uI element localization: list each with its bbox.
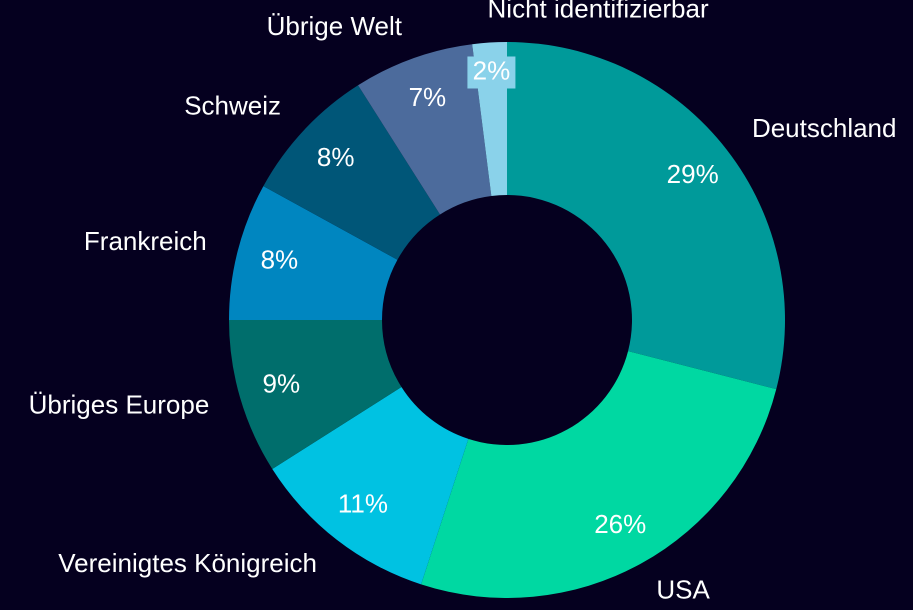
- value-label: 11%: [338, 489, 388, 519]
- category-label: Schweiz: [184, 91, 281, 121]
- category-label: Deutschland: [752, 113, 897, 143]
- value-label: 8%: [317, 142, 355, 172]
- value-label-box: [467, 56, 516, 89]
- donut-slice: [507, 42, 785, 390]
- value-label: 29%: [667, 159, 719, 189]
- donut-slice: [229, 320, 402, 469]
- value-label: 7%: [409, 82, 447, 112]
- value-label: 8%: [261, 244, 299, 274]
- donut-slice: [263, 85, 441, 260]
- category-label: Frankreich: [84, 226, 207, 256]
- value-label: 2%: [473, 55, 511, 85]
- value-label: 9%: [263, 368, 301, 398]
- donut-slice: [272, 386, 469, 585]
- category-label: Vereinigtes Königreich: [58, 548, 317, 578]
- donut-slice: [421, 351, 777, 599]
- category-label: Übriges Europe: [29, 389, 210, 419]
- category-label: Übrige Welt: [267, 11, 403, 41]
- category-label: Nicht identifizierbar: [488, 0, 709, 23]
- category-label: USA: [656, 575, 710, 605]
- donut-slice: [229, 186, 398, 320]
- donut-slice: [358, 44, 492, 215]
- value-label: 26%: [594, 509, 646, 539]
